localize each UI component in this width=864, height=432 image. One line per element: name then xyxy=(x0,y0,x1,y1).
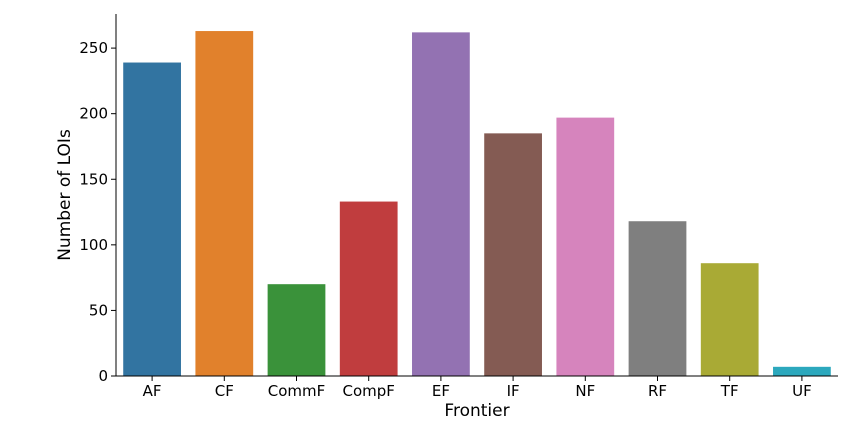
x-ticks: AF CF CommF CompF EF IF NF RF TF UF xyxy=(143,376,812,400)
x-tick-label: IF xyxy=(507,382,520,400)
y-axis-title: Number of LOIs xyxy=(55,129,75,261)
bar-EF xyxy=(412,32,470,377)
bar-NF xyxy=(556,117,615,377)
bar-RF xyxy=(628,221,687,376)
x-tick-label: CommF xyxy=(268,382,326,400)
bar-CommF xyxy=(267,284,326,376)
x-tick-label: NF xyxy=(575,382,595,400)
x-tick-label: EF xyxy=(432,382,450,400)
y-tick-label: 200 xyxy=(79,105,108,123)
x-tick-label: TF xyxy=(720,382,739,400)
bar-CompF xyxy=(339,201,398,376)
y-tick-label: 0 xyxy=(98,367,108,385)
y-ticks: 0 50 100 150 200 250 xyxy=(79,39,116,385)
x-tick-label: CF xyxy=(215,382,234,400)
bar-AF xyxy=(123,62,181,376)
bar-UF xyxy=(773,366,831,376)
x-axis-title: Frontier xyxy=(444,401,509,421)
x-tick-label: UF xyxy=(792,382,812,400)
bar-TF xyxy=(700,263,759,376)
y-tick-label: 100 xyxy=(79,236,108,254)
bar-CF xyxy=(195,31,254,377)
y-tick-label: 250 xyxy=(79,39,108,57)
y-tick-label: 50 xyxy=(89,301,108,319)
axes-layer xyxy=(115,14,838,377)
bars-layer xyxy=(123,31,831,377)
x-tick-label: RF xyxy=(648,382,667,400)
bar-IF xyxy=(484,133,542,376)
x-tick-label: AF xyxy=(143,382,162,400)
y-tick-label: 150 xyxy=(79,170,108,188)
x-tick-label: CompF xyxy=(342,382,394,400)
